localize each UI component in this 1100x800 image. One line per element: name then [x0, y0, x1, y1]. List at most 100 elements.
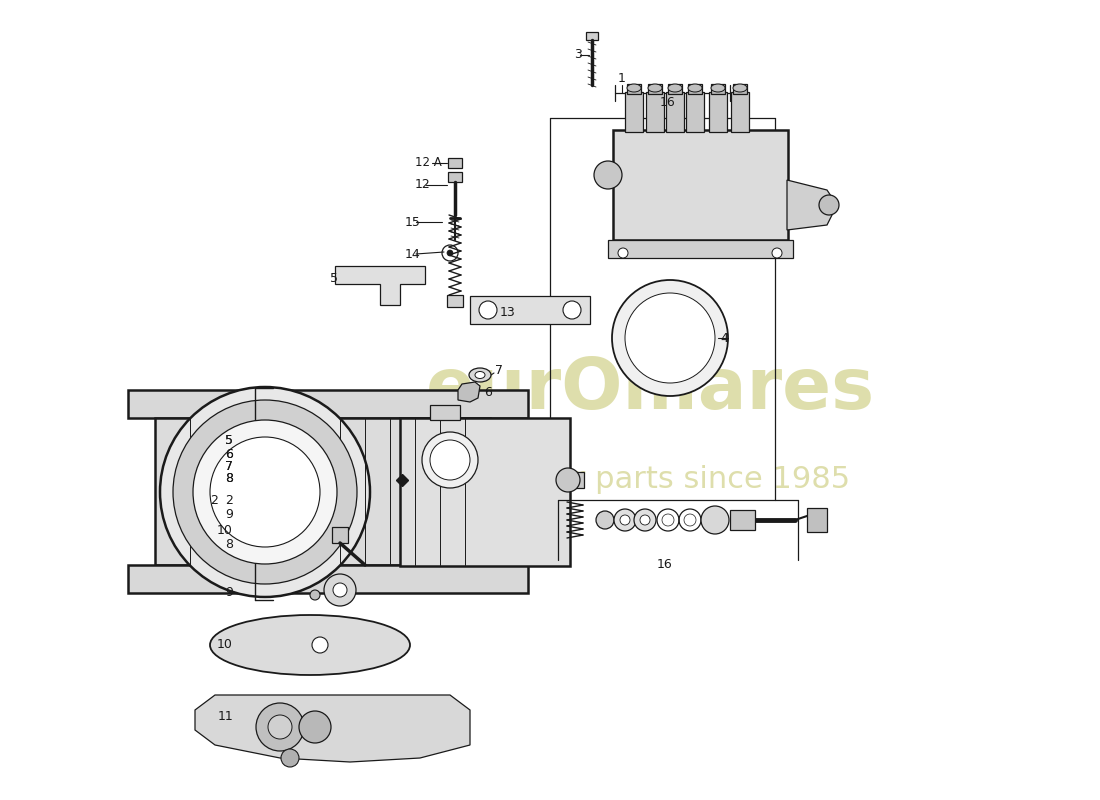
Circle shape — [333, 583, 346, 597]
Bar — [332, 527, 348, 543]
Bar — [730, 510, 755, 530]
Circle shape — [640, 515, 650, 525]
Bar — [447, 295, 463, 307]
Bar — [430, 405, 460, 420]
Bar — [688, 84, 702, 94]
Text: 16: 16 — [660, 97, 675, 110]
Text: 12: 12 — [415, 178, 431, 191]
Polygon shape — [155, 418, 490, 565]
Circle shape — [447, 250, 453, 256]
Text: 6: 6 — [226, 449, 233, 462]
Bar — [448, 158, 462, 168]
Text: 14: 14 — [405, 247, 420, 261]
Circle shape — [772, 248, 782, 258]
Circle shape — [634, 509, 656, 531]
Circle shape — [310, 590, 320, 600]
Bar — [608, 240, 793, 258]
Circle shape — [299, 711, 331, 743]
Circle shape — [594, 161, 621, 189]
Bar — [807, 508, 827, 532]
Bar — [710, 92, 727, 132]
Polygon shape — [786, 180, 837, 230]
Bar — [448, 172, 462, 182]
Text: 8: 8 — [226, 538, 233, 550]
Bar — [613, 130, 788, 240]
Circle shape — [614, 509, 636, 531]
Text: 3: 3 — [574, 49, 582, 62]
Text: 12 A: 12 A — [415, 157, 442, 170]
Bar — [711, 84, 725, 94]
Text: 6: 6 — [226, 449, 233, 462]
Bar — [625, 92, 644, 132]
Bar — [566, 472, 584, 488]
Bar — [666, 92, 684, 132]
Polygon shape — [195, 695, 470, 762]
Ellipse shape — [668, 84, 682, 92]
Ellipse shape — [733, 84, 747, 92]
Text: 13: 13 — [500, 306, 516, 318]
Circle shape — [701, 506, 729, 534]
Text: 10: 10 — [217, 638, 233, 651]
Bar — [128, 390, 528, 418]
Circle shape — [268, 715, 292, 739]
Bar — [648, 84, 662, 94]
Bar — [686, 92, 704, 132]
Text: 7: 7 — [495, 363, 503, 377]
Circle shape — [820, 195, 839, 215]
Circle shape — [192, 420, 337, 564]
Circle shape — [618, 248, 628, 258]
Circle shape — [280, 749, 299, 767]
Circle shape — [556, 468, 580, 492]
Text: 15: 15 — [405, 215, 421, 229]
Text: 9: 9 — [226, 509, 233, 522]
Circle shape — [563, 301, 581, 319]
Circle shape — [612, 280, 728, 396]
Bar — [646, 92, 664, 132]
Circle shape — [160, 387, 370, 597]
Circle shape — [256, 703, 304, 751]
Ellipse shape — [469, 368, 491, 382]
Text: 10: 10 — [217, 523, 233, 537]
Ellipse shape — [627, 84, 641, 92]
Bar — [586, 32, 598, 40]
Bar — [733, 84, 747, 94]
Circle shape — [430, 440, 470, 480]
Text: 2: 2 — [210, 494, 218, 506]
Ellipse shape — [688, 84, 702, 92]
Bar — [732, 92, 749, 132]
Text: 11: 11 — [218, 710, 233, 723]
Polygon shape — [458, 382, 480, 402]
Circle shape — [312, 637, 328, 653]
Polygon shape — [336, 266, 425, 305]
Text: 6: 6 — [484, 386, 492, 399]
Text: 4: 4 — [720, 331, 728, 345]
Text: 9: 9 — [226, 586, 233, 598]
Text: 8: 8 — [226, 473, 233, 486]
Circle shape — [324, 574, 356, 606]
Ellipse shape — [475, 371, 485, 378]
Text: 5: 5 — [226, 434, 233, 446]
Text: 5: 5 — [330, 271, 338, 285]
Ellipse shape — [711, 84, 725, 92]
Ellipse shape — [210, 615, 410, 675]
Bar — [668, 84, 682, 94]
Bar — [627, 84, 641, 94]
Text: 8: 8 — [226, 473, 233, 486]
Circle shape — [422, 432, 478, 488]
Text: 16: 16 — [657, 558, 673, 571]
Bar — [400, 418, 570, 566]
Text: 7: 7 — [226, 461, 233, 474]
Circle shape — [620, 515, 630, 525]
Circle shape — [173, 400, 358, 584]
Circle shape — [596, 511, 614, 529]
Text: 1: 1 — [618, 71, 626, 85]
Circle shape — [210, 437, 320, 547]
Bar — [128, 565, 528, 593]
Circle shape — [478, 301, 497, 319]
Text: eurOmares: eurOmares — [426, 355, 874, 425]
Ellipse shape — [648, 84, 662, 92]
Circle shape — [625, 293, 715, 383]
Text: a passion for parts since 1985: a passion for parts since 1985 — [389, 466, 850, 494]
Text: 5: 5 — [226, 434, 233, 446]
Text: 2: 2 — [226, 494, 233, 506]
